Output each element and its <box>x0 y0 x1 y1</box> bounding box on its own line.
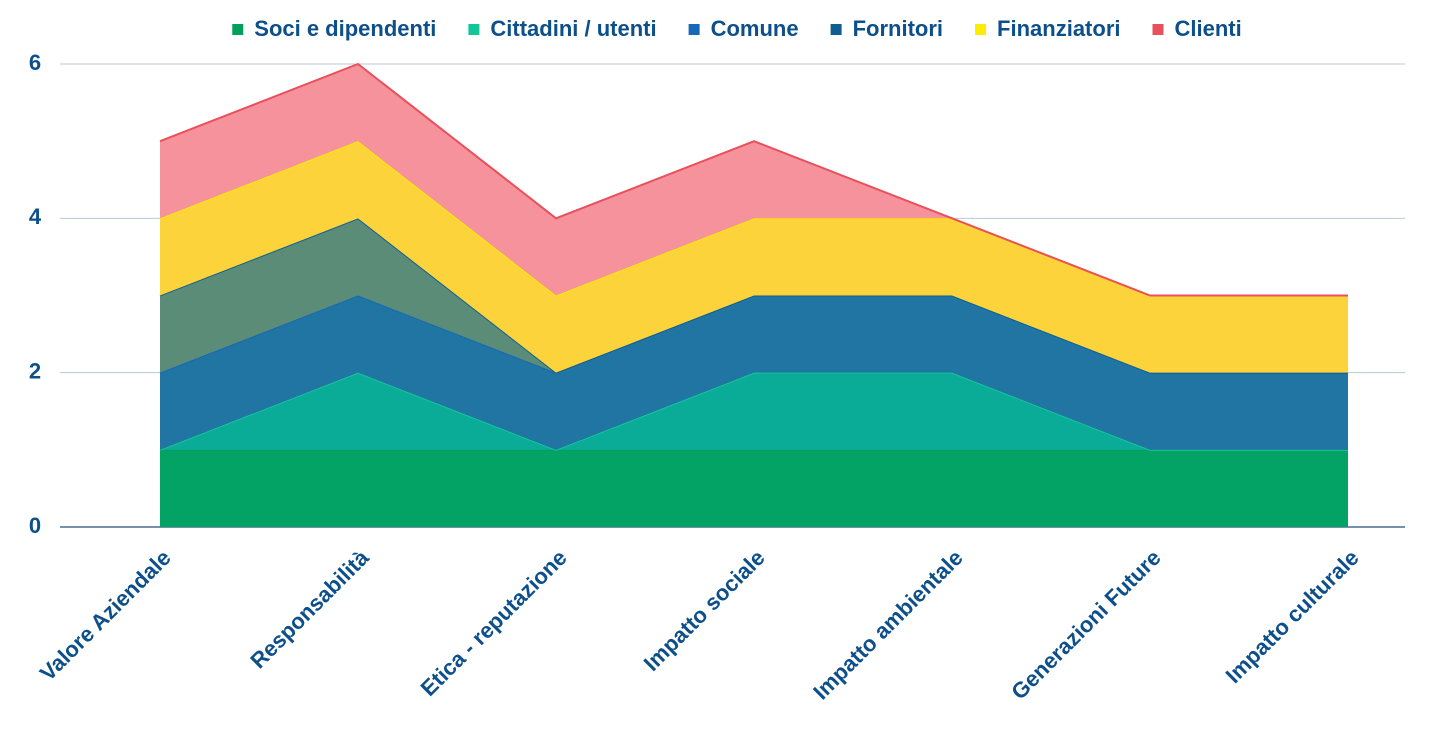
x-tick-label: Impatto culturale <box>1221 545 1364 688</box>
area <box>160 64 1348 296</box>
x-tick-label: Generazioni Future <box>1006 545 1165 704</box>
legend-swatch <box>1152 24 1164 35</box>
legend-swatch <box>232 24 244 35</box>
x-tick-label: Responsabilità <box>245 544 374 673</box>
legend-swatch <box>468 24 480 35</box>
area <box>160 218 1348 373</box>
legend-label: Fornitori <box>853 16 943 41</box>
y-tick-label: 6 <box>29 50 41 75</box>
legend-label: Finanziatori <box>997 16 1120 41</box>
y-tick-label: 4 <box>29 204 42 229</box>
legend-label: Cittadini / utenti <box>490 16 656 41</box>
legend-label: Soci e dipendenti <box>254 16 436 41</box>
area <box>160 449 1348 527</box>
x-tick-label: Impatto sociale <box>639 545 770 676</box>
y-tick-label: 0 <box>29 513 41 538</box>
area <box>160 372 1348 450</box>
x-tick-label: Etica - reputazione <box>416 545 572 701</box>
legend-label: Clienti <box>1175 16 1242 41</box>
area-line <box>159 62 1348 297</box>
area <box>160 141 1348 373</box>
legend-swatch <box>688 24 700 35</box>
legend-swatch <box>975 24 987 35</box>
x-tick-label: Valore Aziendale <box>35 545 176 686</box>
x-tick-label: Impatto ambientale <box>808 545 967 704</box>
legend: Soci e dipendenti Cittadini / utenti Comun… <box>232 16 1242 41</box>
legend-label: Comune <box>711 16 799 41</box>
y-tick-label: 2 <box>29 358 41 383</box>
legend-swatch <box>830 24 842 35</box>
